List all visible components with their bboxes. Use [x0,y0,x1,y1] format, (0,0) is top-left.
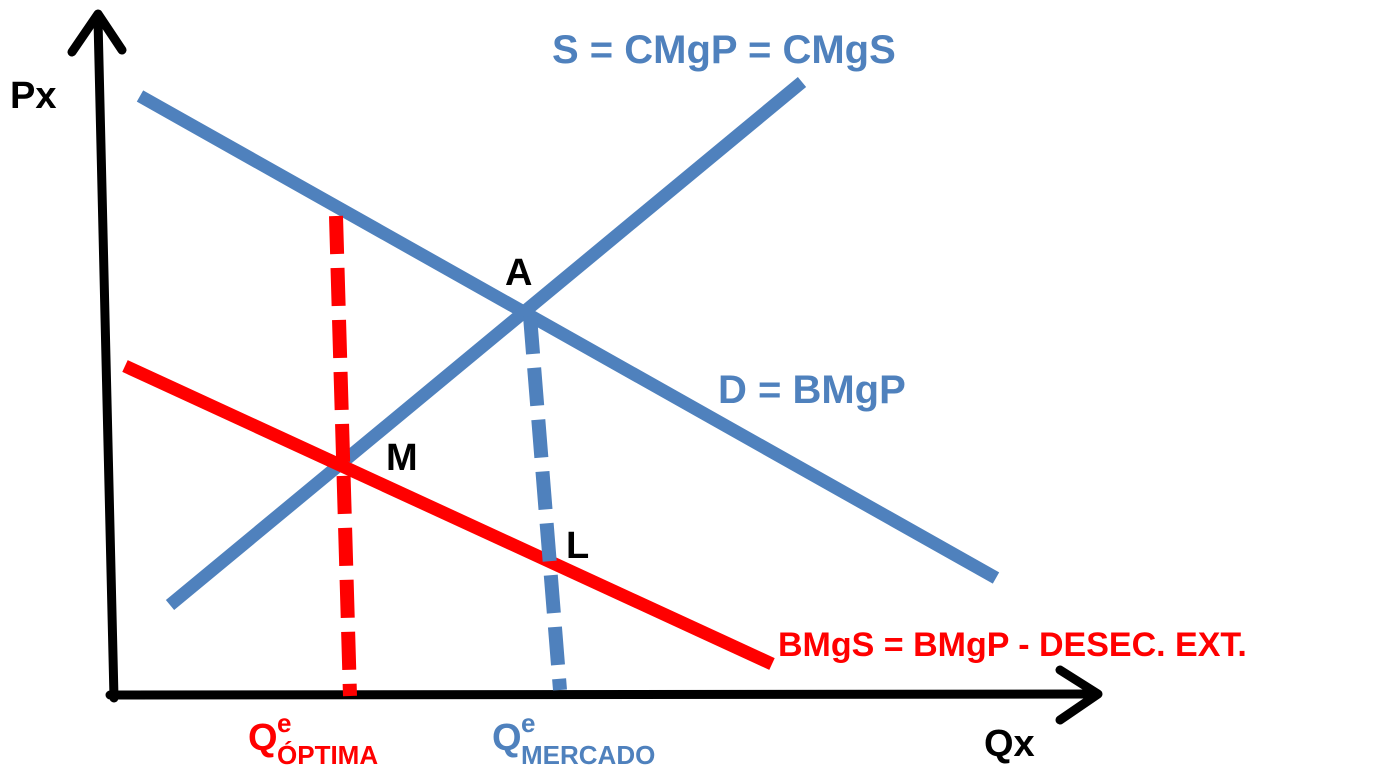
social-benefit-curve [122,360,775,670]
y-axis-arrowhead [67,9,127,57]
optimal-quantity-subscript: ÓPTIMA [277,740,378,770]
market-quantity-dashed-line [523,315,567,691]
social-benefit-curve-label: BMgS = BMgP - DESEC. EXT. [778,626,1247,664]
market-quantity-base: Q [492,717,522,759]
supply-curve [165,76,807,611]
point-l-label: L [566,525,589,567]
market-quantity-subscript: MERCADO [521,740,655,770]
y-axis-label: Px [10,75,56,117]
y-axis [93,15,119,703]
x-axis [105,689,1097,700]
optimal-quantity-label: Q e ÓPTIMA [248,708,378,770]
point-m-label: M [386,437,418,479]
axes [67,9,1103,725]
x-axis-arrowhead [1055,665,1103,725]
market-quantity-label: Q e MERCADO [492,708,655,770]
x-axis-label: Qx [984,723,1035,765]
optimal-quantity-dashed-line [329,215,357,697]
optimal-quantity-superscript: e [277,708,291,738]
supply-curve-label: S = CMgP = CMgS [552,28,896,72]
optimal-quantity-base: Q [248,717,278,759]
point-a-label: A [505,252,532,294]
market-quantity-superscript: e [521,708,535,738]
demand-curve-label: D = BMgP [718,368,906,412]
demand-curve [136,90,1000,584]
